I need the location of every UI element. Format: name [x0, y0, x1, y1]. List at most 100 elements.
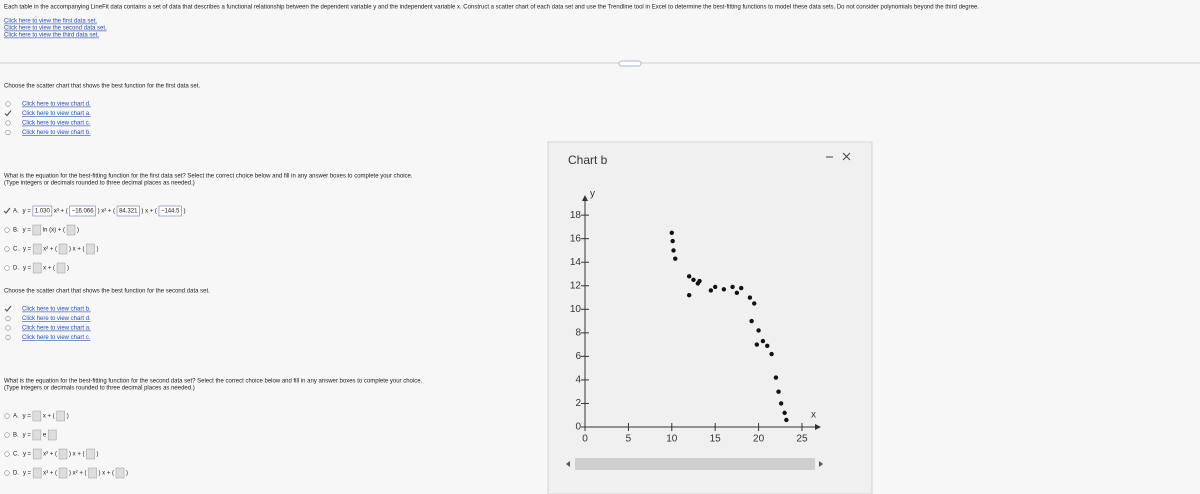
- scroll-right[interactable]: [819, 461, 823, 467]
- scroll-left[interactable]: [566, 461, 570, 467]
- radio-button[interactable]: [4, 413, 10, 419]
- equation-text: ): [97, 452, 99, 458]
- answer-box[interactable]: [32, 205, 53, 217]
- instructions: Each table in the accompanying LineFit d…: [4, 5, 979, 11]
- data-point: [671, 248, 676, 253]
- chart-link[interactable]: Click here to view chart b.: [22, 130, 91, 136]
- close-button[interactable]: [842, 152, 851, 161]
- answer-box[interactable]: [86, 448, 95, 460]
- question-prompt: Choose the scatter chart that shows the …: [4, 84, 200, 90]
- radio-button[interactable]: [5, 101, 11, 107]
- answer-box[interactable]: [56, 262, 66, 274]
- y-tick-label: 14: [570, 257, 582, 268]
- equation-text: ) x + (: [141, 209, 157, 215]
- question-prompt: What is the equation for the best-fittin…: [4, 174, 413, 180]
- x-axis-arrow: [815, 424, 821, 430]
- equation-text: e: [43, 433, 47, 439]
- answer-value: 1.030: [35, 209, 51, 215]
- option-letter: D.: [13, 266, 19, 272]
- radio-button[interactable]: [5, 325, 11, 331]
- answer-box[interactable]: [32, 224, 42, 236]
- data-point: [782, 410, 787, 416]
- chart-window: [547, 141, 873, 494]
- scrollbar[interactable]: [575, 458, 815, 470]
- equation-text: ): [126, 471, 128, 477]
- answer-box[interactable]: [32, 262, 42, 274]
- data-point: [769, 351, 774, 357]
- equation-text: y =: [23, 266, 32, 272]
- chart-link[interactable]: Click here to view chart d.: [22, 316, 91, 322]
- radio-button[interactable]: [5, 315, 11, 322]
- option-letter: C.: [13, 452, 19, 458]
- data-point: [669, 230, 674, 235]
- equation-text: y =: [23, 247, 32, 253]
- data-point: [708, 288, 714, 293]
- data-point: [670, 238, 675, 244]
- y-tick-label: 8: [575, 327, 581, 338]
- answer-box[interactable]: [69, 205, 96, 217]
- data-point: [749, 318, 754, 324]
- resize-handle[interactable]: [618, 60, 642, 67]
- radio-button[interactable]: [4, 265, 10, 271]
- x-axis-label: x: [811, 410, 816, 421]
- data-link[interactable]: Click here to view the third data set.: [4, 33, 99, 39]
- answer-box[interactable]: [32, 467, 42, 479]
- chart-link[interactable]: Click here to view chart c.: [22, 121, 91, 127]
- radio-button[interactable]: [4, 470, 10, 476]
- data-link[interactable]: Click here to view the first data set.: [4, 19, 97, 25]
- answer-box[interactable]: [58, 467, 68, 479]
- y-axis-label: y: [590, 189, 595, 200]
- x-tick-label: 5: [626, 434, 632, 445]
- check-mark: [4, 110, 12, 117]
- equation-text: y =: [23, 452, 32, 458]
- equation-text: x² + (: [43, 247, 57, 253]
- x-tick-label: 20: [753, 434, 765, 445]
- answer-box[interactable]: [116, 205, 140, 217]
- data-point: [778, 401, 784, 406]
- equation-text: ) x + (: [69, 247, 85, 253]
- y-tick-label: 0: [575, 422, 581, 433]
- radio-button[interactable]: [5, 120, 11, 126]
- equation-text: ln (x) + (: [43, 228, 65, 234]
- data-link[interactable]: Click here to view the second data set.: [4, 26, 107, 32]
- radio-button[interactable]: [4, 432, 10, 438]
- radio-button[interactable]: [5, 334, 11, 341]
- answer-box[interactable]: [158, 205, 182, 217]
- chart-link[interactable]: Click here to view chart c.: [22, 335, 91, 341]
- answer-box[interactable]: [58, 448, 68, 460]
- answer-box[interactable]: [32, 429, 42, 441]
- y-tick-label: 16: [570, 233, 582, 244]
- radio-button[interactable]: [5, 129, 11, 136]
- equation-text: ): [97, 247, 99, 253]
- chart-link[interactable]: Click here to view chart d.: [22, 102, 91, 108]
- data-point: [673, 256, 678, 261]
- answer-box[interactable]: [88, 467, 97, 479]
- answer-box[interactable]: [56, 410, 65, 422]
- answer-box[interactable]: [58, 243, 68, 255]
- answer-value: −16.066: [72, 209, 95, 215]
- answer-box[interactable]: [86, 243, 95, 255]
- y-tick-label: 18: [570, 210, 582, 221]
- data-point: [765, 343, 770, 348]
- chart-link[interactable]: Click here to view chart b.: [22, 307, 91, 313]
- check-mark: [4, 305, 12, 312]
- answer-box[interactable]: [32, 448, 42, 460]
- data-point: [756, 328, 761, 333]
- chart-link[interactable]: Click here to view chart a.: [22, 326, 91, 332]
- answer-box[interactable]: [32, 410, 42, 422]
- answer-box[interactable]: [66, 224, 76, 236]
- radio-button[interactable]: [4, 246, 10, 252]
- question-note: (Type integers or decimals rounded to th…: [4, 181, 195, 187]
- equation-text: x² + (: [43, 452, 57, 458]
- radio-button[interactable]: [4, 227, 10, 233]
- option-letter: A.: [13, 414, 19, 420]
- answer-box[interactable]: [47, 429, 57, 441]
- radio-button[interactable]: [4, 451, 10, 457]
- question-prompt: What is the equation for the best-fittin…: [4, 379, 423, 385]
- equation-text: y =: [23, 228, 32, 234]
- answer-box[interactable]: [115, 467, 125, 479]
- equation-text: x + (: [43, 266, 55, 272]
- answer-box[interactable]: [32, 243, 42, 255]
- chart-link[interactable]: Click here to view chart a.: [22, 111, 91, 117]
